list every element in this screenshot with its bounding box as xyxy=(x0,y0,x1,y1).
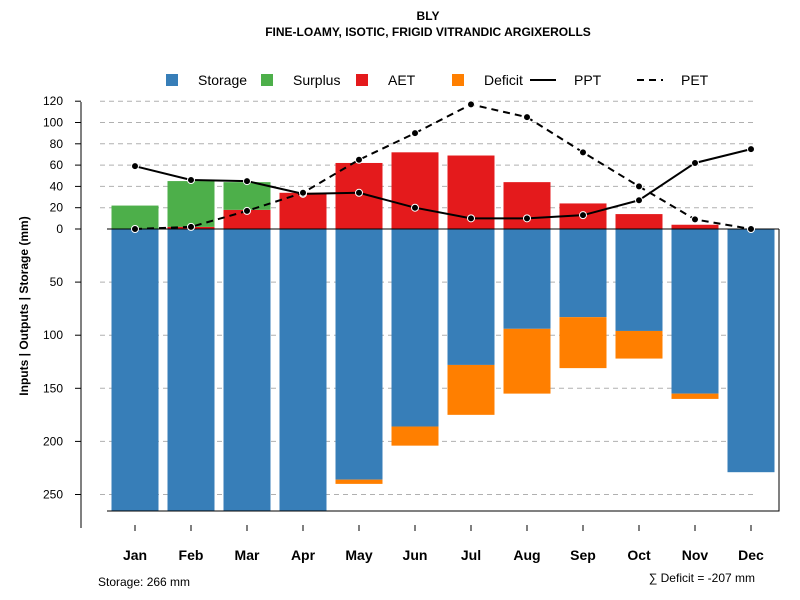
x-tick-label-aug: Aug xyxy=(513,547,540,563)
legend-swatch-deficit xyxy=(452,74,464,86)
point-pet-nov xyxy=(691,215,699,224)
legend-label-storage: Storage xyxy=(198,72,247,88)
plot-frame xyxy=(107,229,780,512)
y-tick-label-80: 80 xyxy=(50,137,64,151)
bars xyxy=(107,152,779,512)
y-tick-label-lower-200: 200 xyxy=(43,434,63,448)
y-tick-label-60: 60 xyxy=(50,158,64,172)
bar-storage-sep xyxy=(559,229,607,318)
storage-note: Storage: 266 mm xyxy=(98,575,190,589)
bar-storage-jul xyxy=(447,229,495,365)
x-tick-label-mar: Mar xyxy=(235,547,260,563)
x-tick-label-dec: Dec xyxy=(738,547,764,563)
x-tick-label-jan: Jan xyxy=(123,547,147,563)
point-ppt-aug xyxy=(523,214,531,223)
legend-label-ppt: PPT xyxy=(574,72,602,88)
chart-subtitle: FINE-LOAMY, ISOTIC, FRIGID VITRANDIC ARG… xyxy=(265,25,591,39)
point-pet-feb xyxy=(187,222,195,231)
y-tick-label-0: 0 xyxy=(56,222,63,236)
bar-storage-apr xyxy=(279,229,327,512)
point-pet-dec xyxy=(747,225,755,233)
bar-aet-apr xyxy=(279,192,327,229)
point-pet-oct xyxy=(635,182,643,191)
bar-storage-mar xyxy=(223,229,271,512)
point-pet-jul xyxy=(467,100,475,109)
bar-deficit-jul xyxy=(447,364,495,415)
bar-aet-jun xyxy=(391,152,439,229)
legend-label-deficit: Deficit xyxy=(484,72,523,88)
bar-deficit-jun xyxy=(391,426,439,446)
bar-storage-feb xyxy=(167,229,215,512)
bar-surplus-jan xyxy=(111,205,159,229)
point-ppt-mar xyxy=(243,177,251,186)
bar-storage-dec xyxy=(727,229,775,473)
line-ppt xyxy=(134,148,752,220)
bar-aet-nov xyxy=(671,224,719,229)
point-ppt-sep xyxy=(579,211,587,220)
bar-storage-nov xyxy=(671,229,719,394)
y-tick-label-40: 40 xyxy=(50,179,64,193)
x-tick-label-sep: Sep xyxy=(570,547,596,563)
point-pet-apr xyxy=(299,188,307,197)
point-pet-may xyxy=(355,155,363,164)
y-tick-label-lower-50: 50 xyxy=(50,275,64,289)
y-tick-label-lower-150: 150 xyxy=(43,381,63,395)
x-tick-label-may: May xyxy=(345,547,372,563)
y-tick-label-20: 20 xyxy=(50,201,64,215)
legend-swatch-surplus xyxy=(261,74,273,86)
point-ppt-dec xyxy=(747,145,755,154)
legend-swatch-aet xyxy=(356,74,368,86)
series-lines xyxy=(131,100,755,233)
chart-title: BLY xyxy=(417,9,440,23)
y-axis-label: Inputs | Outputs | Storage (mm) xyxy=(17,216,31,395)
x-tick-label-nov: Nov xyxy=(682,547,709,563)
bar-deficit-sep xyxy=(559,317,607,369)
y-tick-label-lower-100: 100 xyxy=(43,328,63,342)
point-pet-jun xyxy=(411,129,419,138)
bar-deficit-aug xyxy=(503,328,551,394)
bar-storage-oct xyxy=(615,229,663,331)
point-ppt-jul xyxy=(467,214,475,223)
y-tick-label-100: 100 xyxy=(43,116,63,130)
x-tick-label-jul: Jul xyxy=(461,547,481,563)
legend-swatch-storage xyxy=(166,74,178,86)
x-tick-label-oct: Oct xyxy=(627,547,651,563)
legend-label-surplus: Surplus xyxy=(293,72,340,88)
bar-storage-jun xyxy=(391,229,439,427)
legend: Storage Surplus AET Deficit PPT PET xyxy=(166,72,709,88)
point-pet-aug xyxy=(523,113,531,122)
point-ppt-may xyxy=(355,188,363,197)
x-tick-label-jun: Jun xyxy=(403,547,428,563)
bar-surplus-mar xyxy=(223,182,271,210)
legend-label-aet: AET xyxy=(388,72,416,88)
point-ppt-oct xyxy=(635,196,643,205)
point-pet-mar xyxy=(243,206,251,215)
bar-surplus-feb xyxy=(167,181,215,227)
point-ppt-jun xyxy=(411,203,419,212)
x-tick-label-apr: Apr xyxy=(291,547,316,563)
bar-deficit-nov xyxy=(671,393,719,399)
bar-storage-jan xyxy=(111,229,159,512)
x-tick-label-feb: Feb xyxy=(179,547,204,563)
point-ppt-feb xyxy=(187,176,195,185)
axes: 0 20 40 60 80 100 120 50 100 150 200 250 Jan Feb Mar Ap… xyxy=(43,94,780,563)
point-pet-jan xyxy=(131,225,139,233)
bar-storage-aug xyxy=(503,229,551,329)
legend-label-pet: PET xyxy=(681,72,709,88)
point-ppt-nov xyxy=(691,158,699,167)
point-pet-sep xyxy=(579,148,587,157)
y-tick-label-120: 120 xyxy=(43,94,63,108)
bar-deficit-may xyxy=(335,479,383,484)
point-ppt-jan xyxy=(131,162,139,171)
bar-storage-may xyxy=(335,229,383,480)
bar-aet-oct xyxy=(615,214,663,229)
deficit-note: ∑ Deficit = -207 mm xyxy=(649,571,755,585)
bar-deficit-oct xyxy=(615,330,663,359)
y-tick-label-lower-250: 250 xyxy=(43,488,63,502)
